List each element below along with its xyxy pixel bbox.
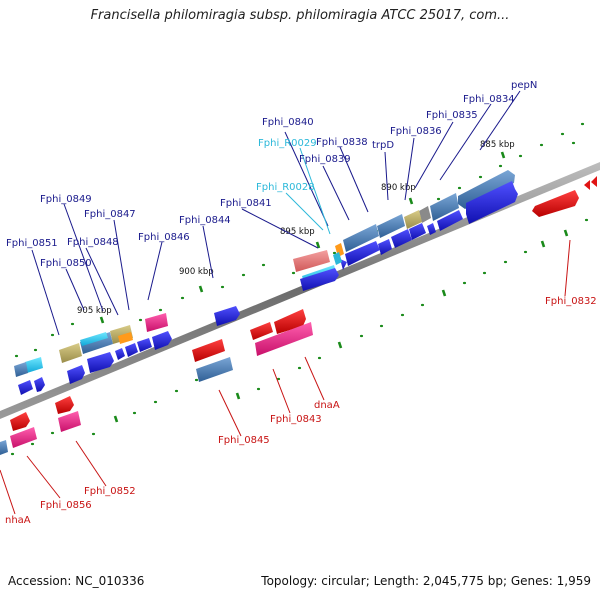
topology-label: Topology: [261, 574, 318, 588]
gene-label-fphi-0856[interactable]: Fphi_0856 [40, 500, 92, 511]
feature-block-0845b[interactable] [196, 357, 233, 382]
cds-arrow-0851c[interactable] [34, 377, 45, 392]
cds-arrow-0839[interactable] [378, 239, 392, 255]
cds-arrow-0845[interactable] [192, 339, 225, 362]
feature-block-0836-grey[interactable] [419, 206, 431, 223]
gene-label-fphi-0845[interactable]: Fphi_0845 [218, 435, 270, 446]
cds-arrow-0832c[interactable] [591, 176, 597, 187]
gene-label-fphi-0835[interactable]: Fphi_0835 [426, 110, 478, 121]
gene-label-fphi-0852[interactable]: Fphi_0852 [84, 486, 136, 497]
cds-arrow-0847[interactable] [137, 338, 152, 352]
cds-arrow-0836b[interactable] [427, 223, 436, 235]
cds-arrow-0832b[interactable] [584, 180, 590, 190]
feature-block-0852b[interactable] [58, 411, 81, 432]
cds-arrow-0843[interactable] [250, 322, 273, 340]
genome-backbone [0, 162, 600, 419]
scale-label-895: 895 kbp [280, 227, 315, 237]
gene-label-fphi-0851[interactable]: Fphi_0851 [6, 238, 58, 249]
gene-label-fphi-0832[interactable]: Fphi_0832 [545, 296, 597, 307]
feature-block-0856b[interactable] [10, 427, 37, 448]
length-label: Length: [373, 574, 420, 588]
gene-label-fphi-0839[interactable]: Fphi_0839 [299, 154, 351, 165]
gene-label-pepN[interactable]: pepN [511, 80, 537, 91]
cds-arrow-0856[interactable] [10, 412, 30, 431]
feature-block-0851b[interactable] [14, 362, 28, 377]
feature-block-0835[interactable] [430, 193, 459, 221]
genes-label: Genes: [510, 574, 553, 588]
gene-label-fphi-0849[interactable]: Fphi_0849 [40, 194, 92, 205]
bottom-leader-lines [0, 239, 571, 515]
rna-feature[interactable] [333, 252, 342, 265]
scale-label-885: 885 kbp [480, 140, 515, 150]
feature-block-0849-cyan[interactable] [80, 332, 108, 346]
gene-label-fphi-r0028[interactable]: Fphi_R0028 [256, 182, 315, 193]
gene-label-fphi-0847[interactable]: Fphi_0847 [84, 209, 136, 220]
feature-block-0851[interactable] [25, 357, 43, 373]
gene-label-fphi-0834[interactable]: Fphi_0834 [463, 94, 515, 105]
gene-label-fphi-r0029[interactable]: Fphi_R0029 [258, 138, 317, 149]
scale-track-lower [10, 218, 589, 456]
scale-label-905: 905 kbp [77, 306, 112, 316]
feature-block-trpD[interactable] [377, 214, 405, 238]
cds-arrow-0834[interactable] [466, 181, 518, 224]
cds-arrow-dnaA-top[interactable] [274, 309, 306, 334]
cds-arrow-0848[interactable] [115, 348, 125, 360]
gene-label-fphi-0850[interactable]: Fphi_0850 [40, 258, 92, 269]
cds-arrow-0847b[interactable] [125, 343, 138, 357]
feature-block-salmon[interactable] [293, 250, 330, 272]
gene-label-nhaA[interactable]: nhaA [5, 515, 31, 526]
feature-block-0843b[interactable] [255, 322, 313, 356]
cds-arrow-0846b[interactable] [152, 331, 172, 350]
genes-value: 1,959 [556, 574, 591, 588]
cds-arrow-0840[interactable] [345, 241, 380, 266]
cds-arrow-0851d[interactable] [18, 380, 33, 395]
cds-arrow-trpD-b[interactable] [409, 223, 426, 240]
accession-footer: Accession: NC_010336 [8, 574, 144, 588]
cds-arrow-0850b[interactable] [67, 365, 85, 384]
scale-track-lower-major [113, 229, 569, 423]
gene-label-fphi-0844[interactable]: Fphi_0844 [179, 215, 231, 226]
forward-strand-features [14, 170, 518, 395]
gene-label-fphi-0836[interactable]: Fphi_0836 [390, 126, 442, 137]
length-value: 2,045,775 bp [422, 574, 503, 588]
feature-block-khaki-0836[interactable] [404, 210, 422, 229]
genome-stats-footer: Topology: circular; Length: 2,045,775 bp… [261, 574, 591, 588]
reverse-strand-features [0, 176, 597, 455]
feature-block-orange-0848[interactable] [118, 332, 133, 344]
map-title: Francisella philomiragia subsp. philomir… [90, 8, 510, 23]
topology-value: circular [321, 574, 366, 588]
cds-arrow-0832[interactable] [532, 190, 579, 217]
gene-label-dnaA[interactable]: dnaA [314, 400, 340, 411]
gene-label-fphi-0840[interactable]: Fphi_0840 [262, 117, 314, 128]
cds-arrow-0841[interactable] [300, 268, 339, 291]
gene-label-fphi-0838[interactable]: Fphi_0838 [316, 137, 368, 148]
feature-block-0850[interactable] [59, 343, 82, 363]
cds-arrow-0838b[interactable] [391, 229, 412, 248]
feature-block-nhaA[interactable] [0, 440, 8, 455]
accession-value: NC_010336 [75, 574, 145, 588]
accession-label: Accession: [8, 574, 72, 588]
feature-block-0838[interactable] [343, 224, 379, 252]
scale-track-upper-major [99, 151, 506, 324]
cds-arrow-0835b[interactable] [437, 210, 463, 231]
rna-leader-lines [285, 147, 331, 235]
gene-label-trpD[interactable]: trpD [372, 140, 394, 151]
top-leader-lines [31, 90, 521, 336]
scale-label-900: 900 kbp [179, 267, 214, 277]
cds-arrow-0852[interactable] [55, 396, 74, 414]
gene-label-fphi-0848[interactable]: Fphi_0848 [67, 237, 119, 248]
cds-arrow-0844[interactable] [214, 306, 240, 326]
feature-block-pepN[interactable] [458, 170, 515, 209]
gene-label-fphi-0846[interactable]: Fphi_0846 [138, 232, 190, 243]
cds-arrow-0849b[interactable] [87, 352, 114, 373]
gene-label-fphi-0843[interactable]: Fphi_0843 [270, 414, 322, 425]
gene-label-fphi-0841[interactable]: Fphi_0841 [220, 198, 272, 209]
feature-block-0846[interactable] [145, 313, 168, 332]
scale-label-890: 890 kbp [381, 183, 416, 193]
